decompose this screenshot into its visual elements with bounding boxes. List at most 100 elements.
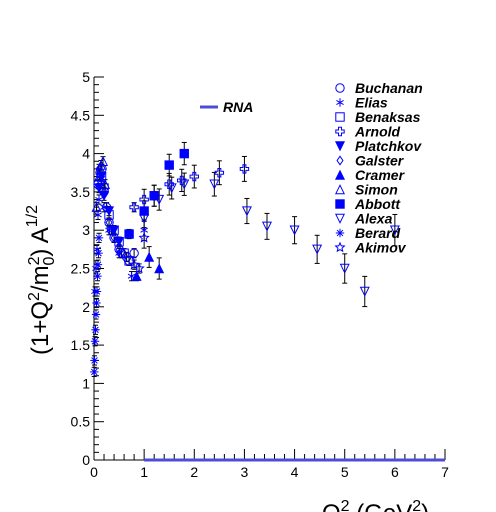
data-point bbox=[94, 233, 104, 243]
x-tick-label: 7 bbox=[441, 464, 449, 480]
data-point bbox=[164, 160, 174, 170]
error-bars bbox=[91, 141, 398, 378]
x-axis-label: Q2 (GeV2) bbox=[322, 498, 429, 512]
data-point bbox=[114, 236, 125, 248]
ylabel-part: (1+Q bbox=[27, 301, 54, 355]
data-point bbox=[139, 194, 149, 205]
legend-marker bbox=[335, 228, 345, 238]
data-point bbox=[139, 206, 149, 216]
legend-marker bbox=[334, 141, 346, 152]
data-point bbox=[241, 206, 252, 217]
legend-entry-label: Buchanan bbox=[355, 80, 423, 96]
xlabel-part: Q bbox=[322, 500, 341, 512]
data-point bbox=[94, 171, 105, 182]
legend-marker bbox=[336, 155, 344, 166]
legend-entry-label: Berard bbox=[355, 225, 401, 241]
data-point bbox=[131, 270, 142, 281]
legend-entry-label: Cramer bbox=[355, 167, 406, 183]
x-tick-label: 6 bbox=[391, 464, 399, 480]
data-point bbox=[98, 155, 109, 166]
legend-entry-label: Galster bbox=[355, 153, 405, 169]
legend-marker bbox=[335, 112, 345, 122]
legend-entry-label: Abbott bbox=[354, 196, 401, 212]
data-point bbox=[104, 206, 115, 217]
legend-entry-label: Simon bbox=[355, 182, 398, 198]
data-point bbox=[179, 148, 189, 159]
data-point bbox=[144, 251, 155, 262]
data-point bbox=[100, 178, 111, 189]
data-point bbox=[124, 229, 134, 239]
data-point bbox=[110, 232, 118, 243]
tick-labels: 0 1 2 3 4 5 6 7 0 0.5 1 1.5 2 2.5 3 3.5 4 4.5 5 bbox=[71, 69, 450, 480]
data-point bbox=[214, 168, 225, 178]
data-point bbox=[91, 310, 101, 319]
data-point bbox=[90, 337, 100, 346]
data-point bbox=[91, 325, 100, 334]
legend-rna-label: RNA bbox=[223, 99, 253, 115]
ylabel-sub: 0 bbox=[41, 256, 58, 265]
data-point bbox=[154, 263, 165, 274]
data-point bbox=[129, 202, 139, 212]
xlabel-part: ) bbox=[421, 500, 429, 512]
data-point bbox=[239, 164, 250, 174]
legend-marker bbox=[334, 213, 346, 224]
data-point bbox=[92, 298, 101, 308]
y-tick-label: 1.5 bbox=[71, 337, 91, 353]
data-point bbox=[91, 201, 102, 212]
legend-marker bbox=[334, 184, 346, 195]
data-point bbox=[90, 356, 99, 365]
x-tick-label: 2 bbox=[190, 464, 198, 480]
y-tick-label: 0.5 bbox=[71, 414, 91, 430]
x-tick-label: 0 bbox=[90, 464, 98, 480]
data-point bbox=[164, 179, 174, 189]
data-point bbox=[100, 186, 108, 197]
data-point bbox=[177, 175, 187, 186]
legend-marker bbox=[334, 241, 346, 253]
data-point bbox=[289, 225, 300, 236]
legend-entry-label: Platchkov bbox=[355, 138, 422, 154]
data-point bbox=[115, 244, 123, 255]
data-point bbox=[138, 231, 150, 243]
y-tick-label: 3.5 bbox=[71, 184, 91, 200]
data-point bbox=[154, 194, 165, 205]
x-tick-label: 1 bbox=[140, 464, 148, 480]
data-point bbox=[94, 248, 103, 258]
y-tick-label: 1 bbox=[82, 375, 90, 391]
ylabel-sup: 1/2 bbox=[24, 205, 41, 227]
data-point bbox=[94, 210, 102, 220]
legend-marker bbox=[335, 83, 345, 93]
xlabel-sup: 2 bbox=[412, 498, 421, 512]
x-tick-label: 5 bbox=[341, 464, 349, 480]
y-tick-label: 0 bbox=[82, 452, 90, 468]
legend-entry-label: Alexa bbox=[354, 211, 393, 227]
data-point bbox=[166, 183, 177, 194]
xlabel-sup: 2 bbox=[341, 498, 350, 512]
data-point bbox=[261, 221, 273, 232]
data-point bbox=[389, 225, 400, 236]
y-tick-label: 3 bbox=[82, 222, 90, 238]
data-point bbox=[109, 225, 120, 236]
data-point bbox=[133, 262, 145, 274]
legend-marker bbox=[335, 126, 345, 137]
x-tick-label: 3 bbox=[241, 464, 249, 480]
data-point bbox=[339, 263, 350, 274]
y-tick-label: 4.5 bbox=[71, 107, 91, 123]
legend-marker bbox=[334, 169, 346, 180]
data-point bbox=[90, 367, 99, 377]
legend: RNA BuchananEliasBenaksasArnoldPlatchkovG… bbox=[200, 80, 423, 256]
data-point bbox=[179, 179, 190, 190]
legend-entry-label: Akimov bbox=[354, 240, 407, 256]
data-point bbox=[189, 171, 199, 182]
ylabel-sup: 2 bbox=[26, 256, 43, 265]
data-point bbox=[139, 214, 150, 225]
legend-entry-label: Benaksas bbox=[355, 109, 421, 125]
data-point bbox=[92, 287, 102, 296]
data-point bbox=[129, 248, 139, 258]
y-tick-label: 2.5 bbox=[71, 261, 91, 277]
y-tick-label: 4 bbox=[82, 146, 90, 162]
legend-marker bbox=[336, 98, 344, 107]
y-axis-label: (1+Q2/m20) A1/2 bbox=[24, 205, 58, 355]
data-point bbox=[105, 217, 113, 228]
ylabel-sup: 2 bbox=[26, 292, 43, 301]
